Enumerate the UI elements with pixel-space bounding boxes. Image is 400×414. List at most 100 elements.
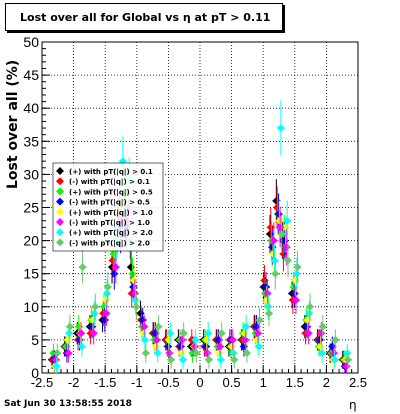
- legend-marker: [56, 238, 64, 247]
- legend-marker: [56, 167, 64, 175]
- legend: (+) with pT(|q|) > 0.1(-) with pT(|q|) >…: [52, 162, 164, 252]
- legend-marker: [56, 207, 64, 216]
- series-8: [53, 193, 353, 369]
- data-point: [53, 349, 62, 358]
- x-tick-label: 0.5: [223, 375, 241, 390]
- data-point: [141, 335, 150, 344]
- data-point: [75, 335, 84, 344]
- data-point: [78, 263, 87, 272]
- data-point: [164, 342, 173, 351]
- y-tick-label: 30: [23, 166, 39, 182]
- y-tick-label: 35: [23, 133, 39, 149]
- data-point: [317, 349, 326, 358]
- y-tick-label: 45: [23, 67, 39, 83]
- data-point: [131, 296, 140, 305]
- legend-marker: [56, 218, 64, 226]
- data-point: [65, 329, 74, 338]
- data-point: [136, 309, 145, 318]
- data-point: [77, 329, 86, 338]
- data-point: [111, 263, 120, 272]
- data-point: [130, 276, 139, 285]
- data-point: [276, 124, 285, 133]
- data-point: [204, 329, 213, 338]
- chart-title-box: Lost over all for Global vs η at pT > 0.…: [5, 3, 283, 31]
- data-point: [229, 349, 238, 358]
- y-tick-label: 10: [23, 299, 39, 315]
- data-point: [241, 335, 250, 344]
- data-point: [277, 229, 286, 238]
- data-point: [103, 289, 112, 298]
- legend-entry: (-) with pT(|q|) > 0.5: [69, 199, 150, 208]
- data-point: [228, 335, 237, 344]
- data-point: [268, 243, 277, 252]
- data-point: [242, 322, 251, 331]
- data-point: [89, 329, 98, 338]
- legend-marker: [56, 197, 64, 206]
- data-point: [153, 349, 162, 358]
- y-tick-label: 5: [31, 332, 39, 348]
- data-point: [101, 296, 110, 305]
- data-point: [305, 309, 314, 318]
- x-tick-label: -1.5: [94, 375, 116, 390]
- data-point: [103, 282, 112, 291]
- data-point: [283, 216, 292, 225]
- x-tick-label: 1.5: [286, 375, 304, 390]
- data-point: [154, 322, 163, 331]
- data-point: [141, 349, 150, 358]
- data-point: [265, 309, 274, 318]
- data-point: [230, 355, 239, 364]
- data-point: [293, 263, 302, 272]
- x-tick-label: 2: [323, 375, 330, 390]
- data-point: [166, 329, 175, 338]
- legend-entry: (+) with pT(|q|) > 0.5: [69, 188, 153, 197]
- legend-box: [52, 162, 164, 252]
- data-point: [330, 355, 339, 364]
- data-point: [242, 349, 251, 358]
- data-point: [343, 349, 352, 358]
- date-stamp: Sat Jun 30 13:58:55 2018: [4, 399, 132, 409]
- data-point: [254, 342, 263, 351]
- data-point: [64, 349, 73, 358]
- data-point: [102, 309, 111, 318]
- legend-entry: (-) with pT(|q|) > 0.1: [69, 178, 150, 187]
- data-point: [329, 349, 338, 358]
- legend-entry: (-) with pT(|q|) > 1.0: [69, 219, 150, 228]
- data-point: [204, 355, 213, 364]
- legend-entry: (+) with pT(|q|) > 2.0: [69, 229, 153, 238]
- data-point: [331, 335, 340, 344]
- x-tick-label: 1: [260, 375, 267, 390]
- data-point: [306, 302, 315, 311]
- x-tick-label: 2.5: [349, 375, 367, 390]
- chart-title: Lost over all for Global vs η at pT > 0.…: [20, 10, 271, 24]
- x-tick-label: -2: [68, 375, 80, 390]
- data-point: [201, 342, 210, 351]
- data-point: [74, 322, 83, 331]
- y-tick-label: 15: [23, 266, 39, 282]
- data-point: [270, 256, 279, 265]
- y-axis-title-box: Lost over all (%): [0, 60, 26, 189]
- data-point: [191, 335, 200, 344]
- y-tick-label: 0: [31, 365, 39, 381]
- x-tick-label: -2.5: [31, 375, 53, 390]
- x-tick-label: 0: [196, 375, 203, 390]
- data-point: [292, 269, 301, 278]
- data-point: [283, 256, 292, 265]
- data-point: [264, 302, 273, 311]
- data-point: [255, 316, 264, 325]
- axis-ticks: -2.5 -2 -1.5 -1 -0.5 0 0.5 1 1.5 2 2.5 0 5 10 15 20 25 30…: [23, 34, 367, 390]
- legend-entry: (+) with pT(|q|) > 1.0: [69, 209, 153, 218]
- x-tick-label: -1: [131, 375, 143, 390]
- data-point: [65, 322, 74, 331]
- data-point: [269, 236, 278, 245]
- data-point: [129, 282, 138, 291]
- legend-marker: [56, 177, 64, 186]
- data-point: [90, 309, 99, 318]
- data-point: [216, 342, 225, 351]
- y-tick-label: 50: [23, 34, 39, 50]
- data-point: [167, 355, 176, 364]
- data-point: [291, 296, 300, 305]
- data-point: [178, 355, 187, 364]
- y-axis-title: Lost over all (%): [5, 59, 21, 189]
- data-point: [318, 322, 327, 331]
- data-point: [140, 322, 149, 331]
